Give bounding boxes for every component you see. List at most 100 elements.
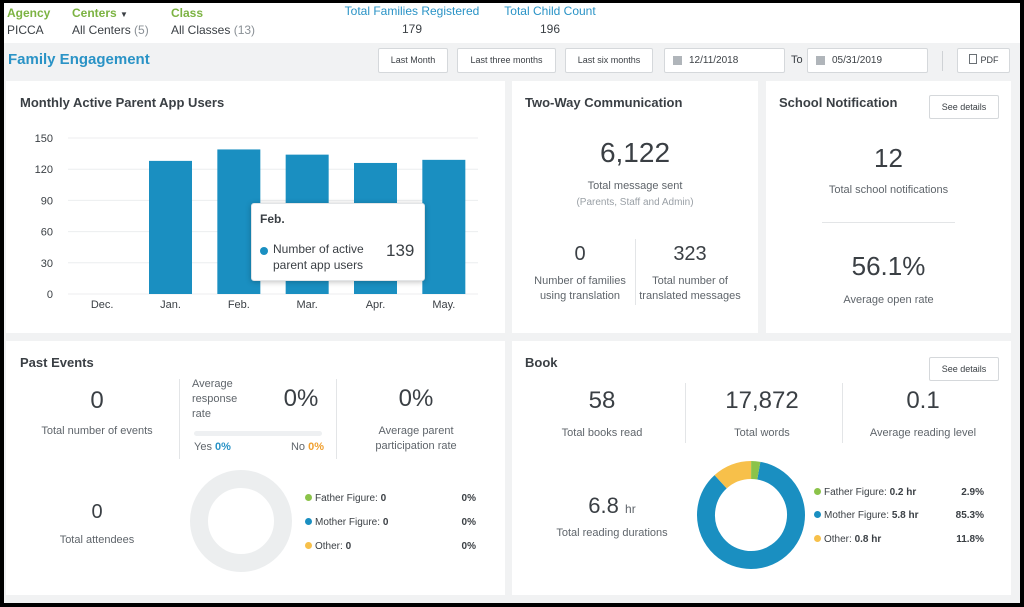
y-tick-label: 60 <box>41 227 53 239</box>
families-translation-label: Number of families using translation <box>534 275 626 302</box>
reading-level-value: 0.1 <box>906 387 940 414</box>
book-divider-1 <box>685 383 686 443</box>
legend-dot <box>305 542 312 549</box>
events-divider-2 <box>336 379 337 459</box>
agency-label: Agency <box>7 6 51 20</box>
parent-app-title: Monthly Active Parent App Users <box>20 95 225 110</box>
tooltip-value: 139 <box>386 241 415 260</box>
reading-level-label: Average reading level <box>869 427 977 439</box>
chart-tooltip: Feb. Number of active parent app users 1… <box>251 203 425 281</box>
total-attendees-label: Total attendees <box>59 534 135 546</box>
legend-dot <box>305 518 312 525</box>
legend-dot <box>814 511 821 518</box>
centers-value[interactable]: All Centers (5) <box>72 23 149 37</box>
response-rate-bar <box>194 431 322 436</box>
book-legend-father: Father Figure: 0.2 hr <box>814 487 916 498</box>
book-title: Book <box>525 355 558 370</box>
pdf-button[interactable]: PDF <box>957 48 1010 73</box>
agency-value[interactable]: PICCA <box>7 23 44 37</box>
translated-messages-value: 323 <box>673 243 707 265</box>
y-tick-label: 150 <box>35 133 53 145</box>
events-legend-father: Father Figure: 0 <box>305 493 386 504</box>
total-events-label: Total number of events <box>41 425 153 437</box>
total-families-value: 179 <box>401 22 423 36</box>
events-legend-mother-pct: 0% <box>461 517 476 528</box>
tooltip-month: Feb. <box>260 212 285 226</box>
book-see-details-button[interactable]: See details <box>929 357 999 381</box>
y-tick-label: 0 <box>47 289 53 301</box>
book-legend-other: Other: 0.8 hr <box>814 534 881 545</box>
bar-jan[interactable] <box>149 160 192 294</box>
tooltip-series-dot <box>260 247 268 255</box>
books-read-label: Total books read <box>561 427 643 439</box>
events-legend-father-pct: 0% <box>461 493 476 504</box>
two-way-card: Two-Way Communication 6,122 Total messag… <box>512 81 758 333</box>
books-read-value: 58 <box>588 387 616 414</box>
date-from-field[interactable]: 12/11/2018 <box>664 48 785 73</box>
school-see-details-button[interactable]: See details <box>929 95 999 119</box>
yes-rate: Yes 0% <box>194 441 231 453</box>
school-notifications-value: 12 <box>874 143 903 173</box>
messages-label: Total message sent <box>587 180 683 192</box>
tooltip-label: Number of active parent app users <box>273 242 364 272</box>
x-tick-label: Apr. <box>366 299 386 311</box>
participation-label: Average parent participation rate <box>375 425 457 452</box>
pdf-icon <box>968 54 977 64</box>
x-tick-label: Feb. <box>228 299 250 311</box>
class-label: Class <box>171 6 204 20</box>
header-divider <box>942 51 943 71</box>
bar-may[interactable] <box>422 159 466 294</box>
attendees-donut <box>190 470 292 572</box>
legend-dot <box>305 494 312 501</box>
total-words-value: 17,872 <box>725 387 799 414</box>
events-divider-1 <box>179 379 180 459</box>
total-attendees-value: 0 <box>91 501 103 523</box>
events-legend-other-pct: 0% <box>461 541 476 552</box>
centers-label[interactable]: Centers ▼ <box>72 6 128 20</box>
book-donut <box>697 461 805 569</box>
total-families-label: Total Families Registered <box>344 4 480 18</box>
two-way-divider <box>635 239 636 305</box>
participation-value: 0% <box>398 385 434 412</box>
calendar-icon <box>673 56 682 65</box>
book-legend-mother-pct: 85.3% <box>955 510 984 521</box>
last-six-months-button[interactable]: Last six months <box>565 48 653 73</box>
y-tick-label: 30 <box>41 258 53 270</box>
caret-down-icon: ▼ <box>120 10 128 19</box>
donut-segment[interactable] <box>697 461 805 569</box>
response-rate-label: Average response rate <box>192 378 238 420</box>
school-notifications-label: Total school notifications <box>828 184 949 196</box>
reading-duration-value: 6.8 hr <box>588 493 636 518</box>
date-to-value: 05/31/2019 <box>832 55 883 66</box>
filter-bar: Agency PICCA Centers ▼ All Centers (5) C… <box>4 3 1020 43</box>
school-notification-title: School Notification <box>779 95 898 110</box>
legend-dot <box>814 535 821 542</box>
reading-duration-label: Total reading durations <box>556 527 668 539</box>
total-events-value: 0 <box>90 387 104 414</box>
families-translation-value: 0 <box>574 243 586 265</box>
dashboard-frame: Agency PICCA Centers ▼ All Centers (5) C… <box>4 3 1020 603</box>
book-legend-other-pct: 11.8% <box>956 534 984 545</box>
events-legend-other: Other: 0 <box>305 541 351 552</box>
x-tick-label: Dec. <box>91 299 114 311</box>
past-events-title: Past Events <box>20 355 94 370</box>
calendar-icon <box>816 56 825 65</box>
date-to-field[interactable]: 05/31/2019 <box>807 48 928 73</box>
page-title: Family Engagement <box>8 51 150 68</box>
events-legend-mother: Mother Figure: 0 <box>305 517 388 528</box>
total-words-label: Total words <box>734 427 790 439</box>
past-events-card: Past Events 0 Total number of events Ave… <box>6 341 505 595</box>
book-legend-mother: Mother Figure: 5.8 hr <box>814 510 919 521</box>
two-way-title: Two-Way Communication <box>525 95 683 110</box>
open-rate-label: Average open rate <box>843 294 934 306</box>
y-tick-label: 120 <box>35 164 53 176</box>
school-notification-card: School Notification See details 12 Total… <box>766 81 1011 333</box>
total-children-value: 196 <box>539 22 561 36</box>
translated-messages-label: Total number of translated messages <box>639 275 741 302</box>
last-three-months-button[interactable]: Last three months <box>457 48 556 73</box>
class-value[interactable]: All Classes (13) <box>171 23 256 37</box>
book-card: Book See details 58 Total books read 17,… <box>512 341 1011 595</box>
parent-app-card: Monthly Active Parent App Users 0 30 60 90 1… <box>6 81 505 333</box>
last-month-button[interactable]: Last Month <box>378 48 448 73</box>
date-from-value: 12/11/2018 <box>689 55 739 66</box>
